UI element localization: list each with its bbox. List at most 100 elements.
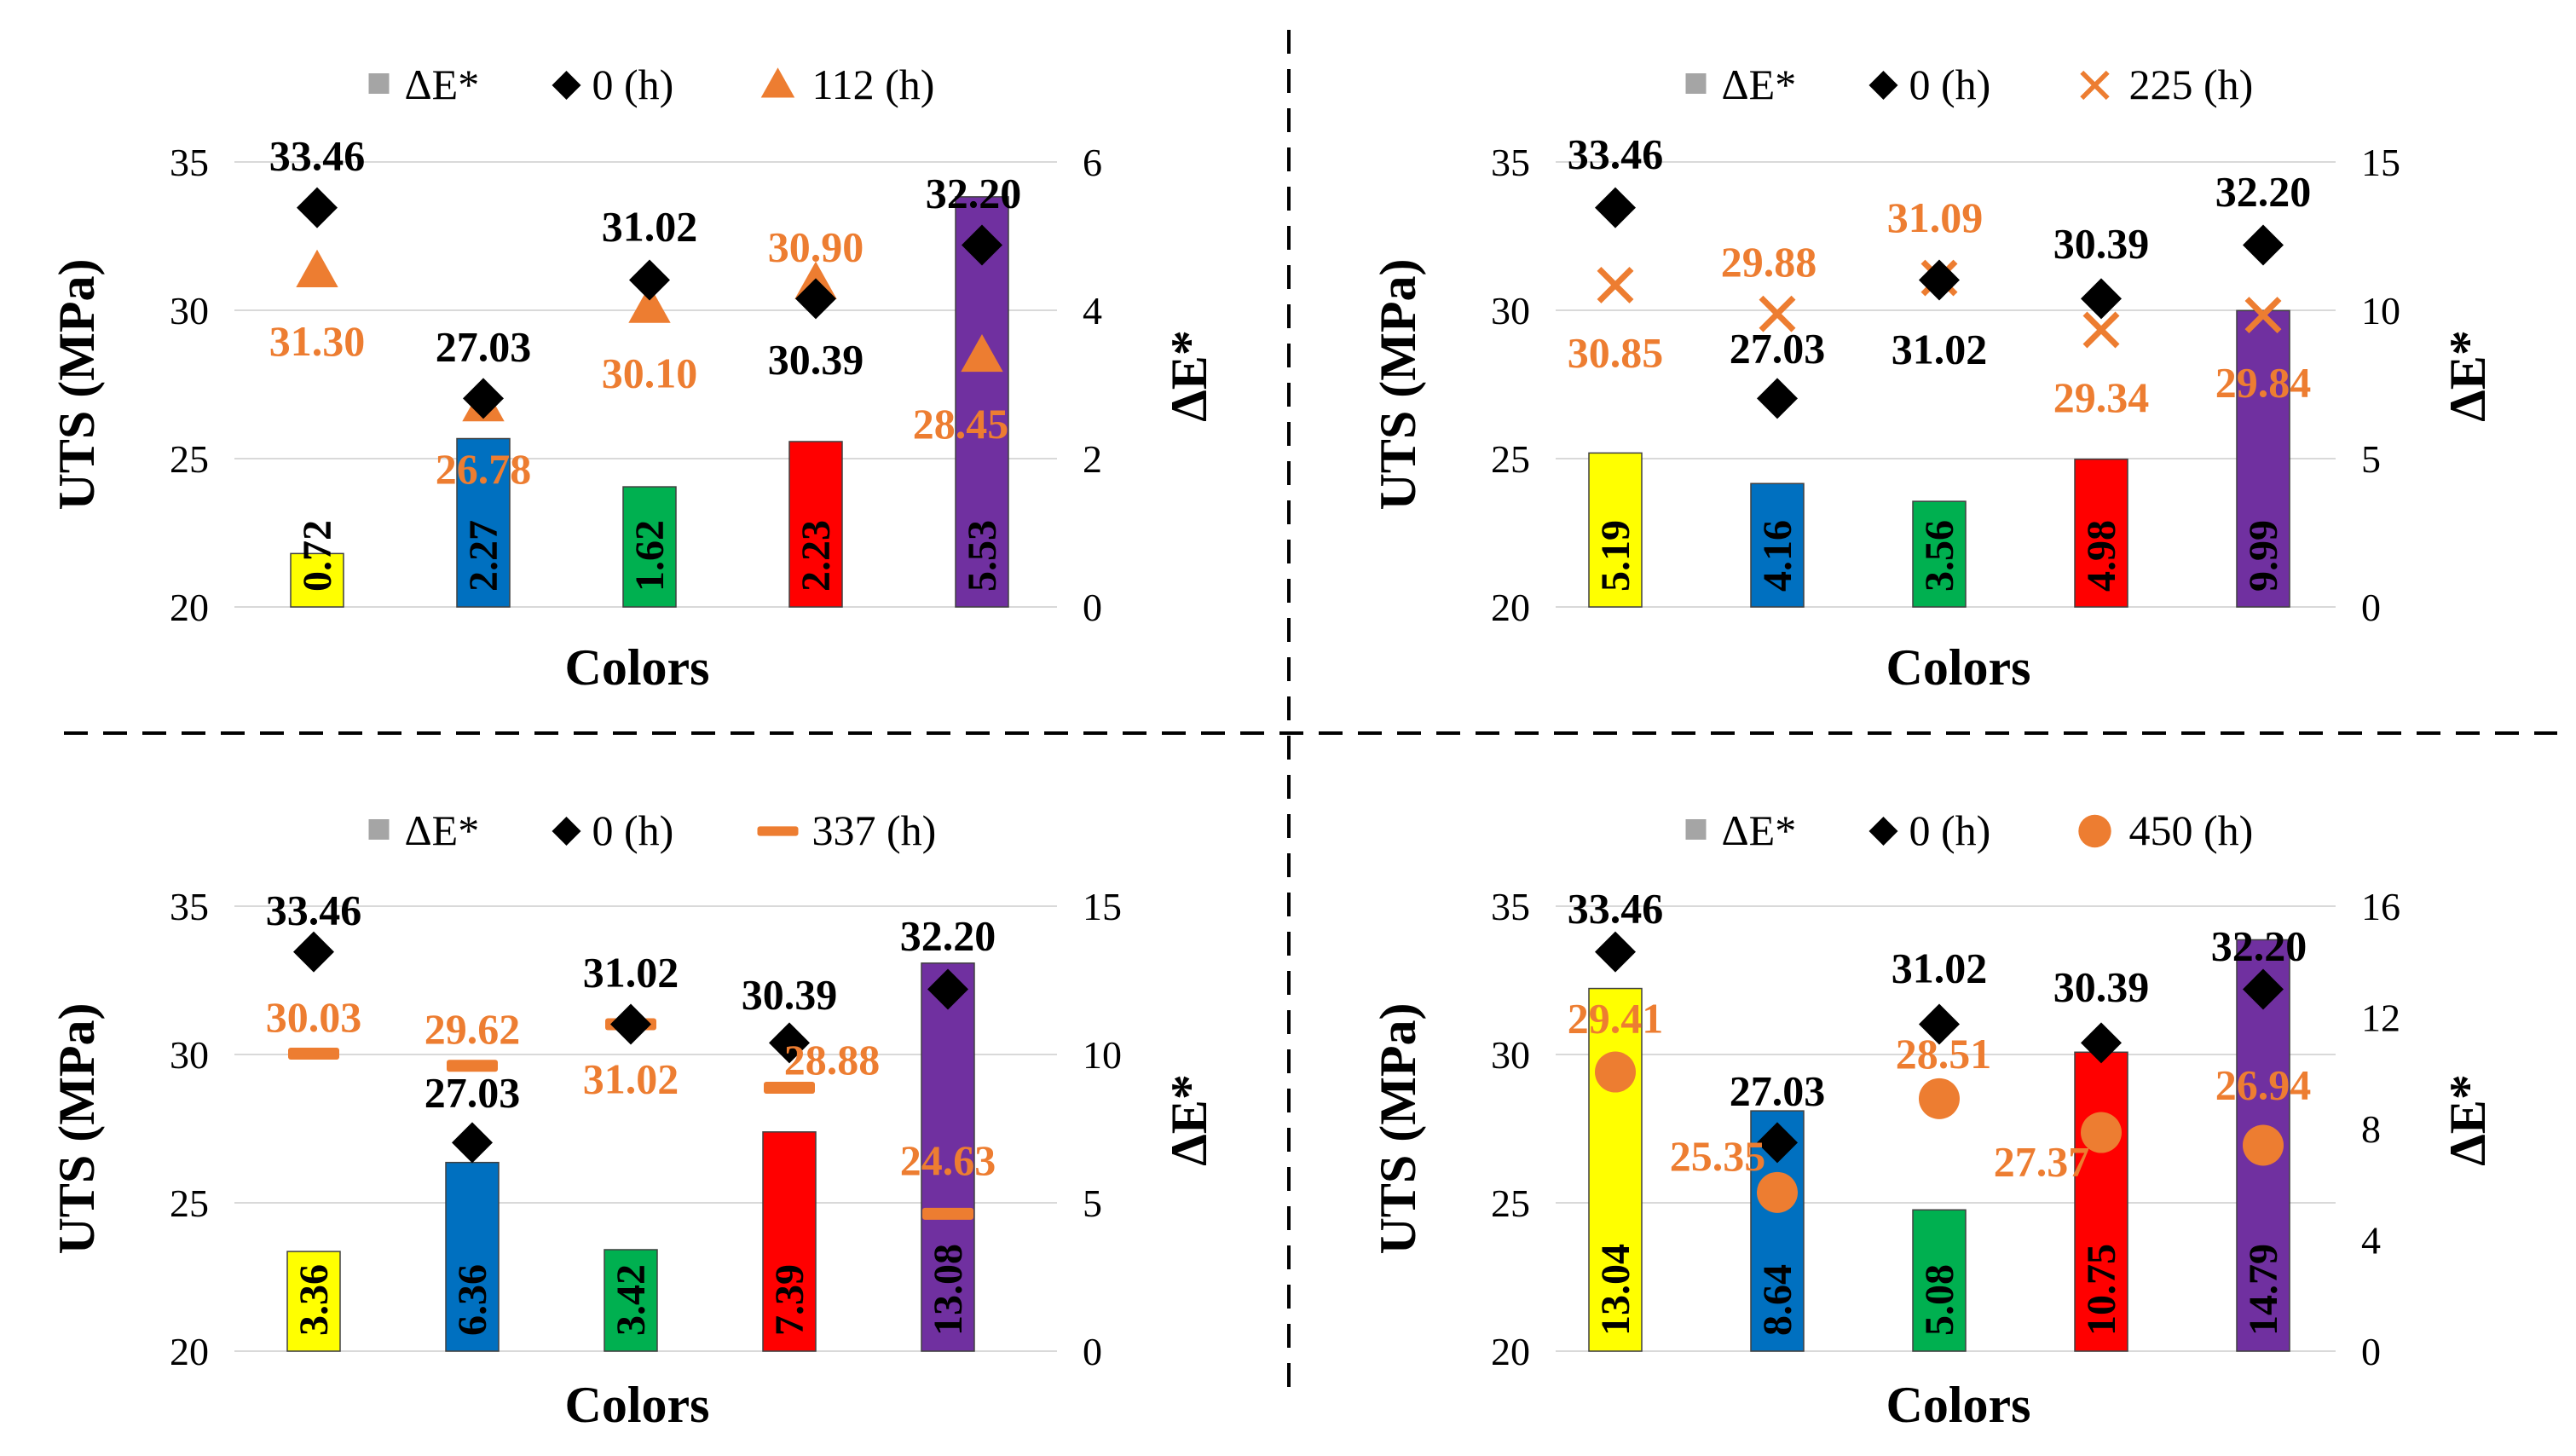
y2-tick-label: 0: [1083, 586, 1102, 629]
bar-label: 4.16: [1755, 520, 1800, 592]
x-axis-title: Colors: [1886, 639, 2031, 696]
diamond-data-label: 27.03: [425, 1068, 521, 1116]
legend-swatch-bar: [1685, 819, 1707, 840]
y-tick-label: 20: [1491, 586, 1530, 629]
legend-label: 0 (h): [592, 61, 674, 108]
circle-data-label: 25.35: [1670, 1132, 1766, 1180]
bar-label: 13.08: [926, 1244, 971, 1336]
bar-label: 2.27: [461, 520, 506, 592]
y2-tick-label: 12: [2361, 997, 2400, 1040]
bar-label: 10.75: [2079, 1244, 2124, 1336]
bar: [456, 437, 511, 608]
diamond-data-label: 27.03: [1730, 1066, 1826, 1114]
circle-marker: [2243, 1124, 2284, 1166]
diamond-marker: [1919, 1003, 1960, 1045]
legend-label: 0 (h): [1909, 61, 1991, 108]
dash-data-label: 31.02: [583, 1055, 679, 1103]
diamond-data-label: 31.02: [1892, 326, 1988, 373]
diamond-data-label: 27.03: [1730, 324, 1826, 372]
circle-data-label: 26.94: [2215, 1060, 2312, 1108]
bar: [762, 1131, 817, 1352]
y2-tick-label: 8: [2361, 1107, 2381, 1151]
circle-marker: [1757, 1171, 1798, 1213]
x-axis-title: Colors: [1886, 1377, 2031, 1433]
diamond-data-label: 30.39: [2053, 219, 2150, 267]
y2-tick-label: 15: [2361, 141, 2400, 184]
legend-label: ΔE*: [1722, 61, 1797, 108]
diamond-marker: [629, 259, 670, 301]
legend: ΔE* 0 (h) 112 (h): [368, 61, 935, 108]
legend-label: 225 (h): [2129, 61, 2254, 108]
triangle-marker: [961, 333, 1003, 373]
y-tick-label: 20: [1491, 1330, 1530, 1373]
y2-tick-label: 4: [1083, 289, 1102, 332]
y2-tick-label: 10: [2361, 289, 2400, 332]
diamond-marker: [1757, 1122, 1798, 1164]
y-tick-label: 30: [1491, 1033, 1530, 1077]
diamond-marker: [769, 1022, 810, 1064]
diamond-data-label: 31.02: [602, 203, 698, 251]
diamond-data-label: 32.20: [900, 911, 996, 959]
legend-swatch-bar: [368, 73, 390, 94]
triangle-data-label: 30.10: [602, 350, 698, 397]
y2-tick-label: 10: [1083, 1033, 1122, 1077]
cross-data-label: 29.88: [1721, 238, 1817, 286]
bar-label: 4.98: [2079, 520, 2124, 592]
legend: ΔE* 0 (h) 337 (h): [368, 806, 936, 854]
diamond-marker: [297, 187, 338, 228]
diamond-marker: [962, 224, 1002, 266]
y2-axis-title: ΔE*: [2440, 1074, 2496, 1166]
y-tick-label: 25: [170, 437, 209, 481]
legend-swatch-diamond: [552, 817, 581, 846]
diamond-data-label: 33.46: [266, 887, 362, 934]
legend-swatch-bar: [368, 819, 390, 840]
diamond-marker: [463, 378, 504, 419]
y2-axis-title: ΔE*: [1161, 330, 1217, 422]
diamond-marker: [1757, 378, 1798, 419]
cross-marker: [1597, 266, 1634, 303]
diamond-data-label: 33.46: [1568, 885, 1664, 933]
legend-swatch-diamond: [552, 71, 581, 100]
diamond-data-label: 30.39: [2053, 962, 2150, 1010]
chart-panel-top-right: 35 30 25 20 15 10 5 0 UTS (MPa) ΔE* Colors 5.19 4.16…: [1370, 61, 2496, 696]
diamond-marker: [1595, 187, 1636, 228]
diamond-marker: [927, 968, 968, 1010]
dash-data-label: 28.88: [784, 1036, 881, 1083]
bar: [921, 962, 975, 1352]
y-tick-label: 20: [170, 586, 209, 629]
y-tick-label: 25: [170, 1182, 209, 1225]
dash-marker: [764, 1081, 815, 1094]
triangle-data-label: 30.90: [768, 223, 864, 271]
diamond-data-label: 33.46: [1568, 130, 1664, 178]
cross-marker: [1759, 295, 1796, 332]
y2-tick-label: 0: [2361, 1330, 2381, 1373]
bar-label: 0.72: [295, 520, 340, 592]
bar-label: 5.19: [1593, 520, 1638, 592]
legend-label: 450 (h): [2129, 806, 2254, 854]
diamond-data-label: 32.20: [2211, 922, 2307, 969]
legend-label: 112 (h): [812, 61, 935, 108]
triangle-marker: [296, 249, 338, 287]
y-axis-title: UTS (MPa): [1370, 259, 1426, 511]
bar-label: 3.36: [292, 1264, 337, 1336]
legend: ΔE* 0 (h) 225 (h): [1685, 61, 2254, 108]
circle-marker: [1919, 1078, 1960, 1119]
diamond-data-label: 31.02: [583, 949, 679, 997]
cross-data-label: 31.09: [1887, 194, 1984, 241]
y2-axis-title: ΔE*: [1161, 1074, 1217, 1166]
x-axis-title: Colors: [565, 1377, 710, 1433]
y2-tick-label: 2: [1083, 437, 1102, 481]
cross-data-label: 30.85: [1568, 328, 1664, 376]
diamond-data-label: 27.03: [436, 322, 532, 370]
y2-tick-label: 16: [2361, 885, 2400, 928]
bar: [1588, 452, 1643, 608]
triangle-data-label: 26.78: [436, 445, 532, 493]
diamond-marker: [610, 1003, 651, 1045]
x-axis-title: Colors: [565, 639, 710, 696]
cross-data-label: 29.84: [2215, 359, 2312, 407]
y-tick-label: 30: [1491, 289, 1530, 332]
diamond-marker: [1919, 259, 1960, 301]
bar-label: 5.53: [960, 520, 1005, 592]
bar-label: 5.08: [1917, 1264, 1962, 1336]
legend-label: ΔE*: [1722, 806, 1797, 854]
